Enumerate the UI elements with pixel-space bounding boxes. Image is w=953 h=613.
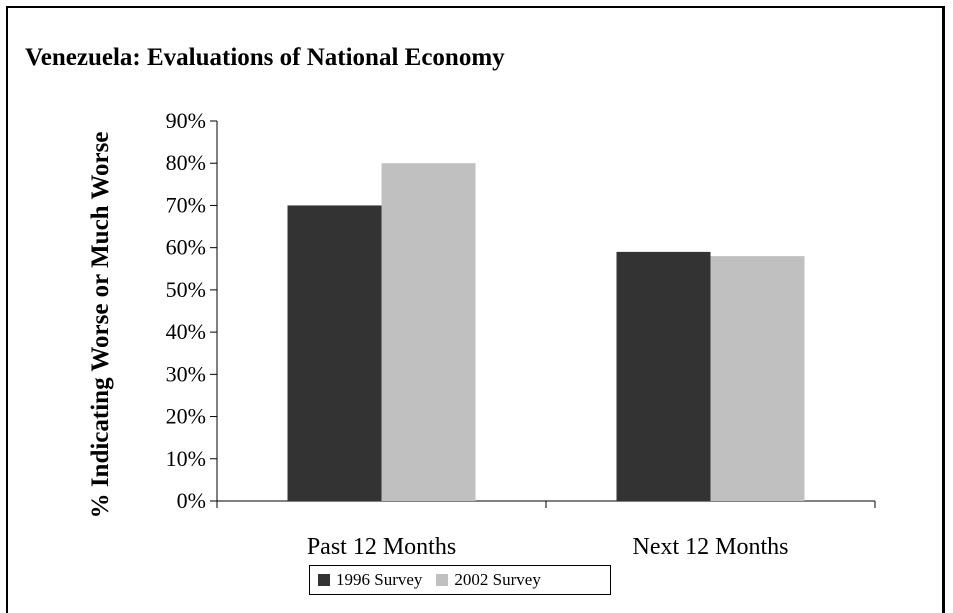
y-tick-label: 30% bbox=[166, 361, 206, 386]
legend-label-2002: 2002 Survey bbox=[454, 570, 541, 589]
bar-2002-survey-next-12-months bbox=[710, 256, 805, 501]
legend-item-2002: 2002 Survey bbox=[436, 570, 541, 590]
bar-2002-survey-past-12-months bbox=[381, 163, 476, 501]
chart-title: Venezuela: Evaluations of National Econo… bbox=[25, 44, 505, 71]
y-tick-label: 90% bbox=[166, 108, 206, 133]
legend: 1996 Survey 2002 Survey bbox=[309, 565, 611, 595]
x-category-label: Past 12 Months bbox=[307, 534, 456, 560]
y-tick-label: 70% bbox=[166, 192, 206, 217]
y-tick-label: 0% bbox=[177, 488, 206, 513]
bar-1996-survey-next-12-months bbox=[616, 251, 711, 501]
legend-item-1996: 1996 Survey bbox=[318, 570, 422, 590]
y-tick-label: 80% bbox=[166, 150, 206, 175]
y-tick-label: 40% bbox=[166, 319, 206, 344]
y-axis-title: % Indicating Worse or Much Worse bbox=[87, 132, 114, 519]
y-tick-label: 10% bbox=[166, 446, 206, 471]
bar-1996-survey-past-12-months bbox=[287, 205, 382, 501]
y-tick-label: 50% bbox=[166, 277, 206, 302]
legend-swatch-2002 bbox=[436, 574, 449, 586]
x-category-label: Next 12 Months bbox=[633, 534, 789, 560]
legend-label-1996: 1996 Survey bbox=[336, 570, 423, 589]
y-tick-label: 20% bbox=[166, 404, 206, 429]
legend-swatch-1996 bbox=[318, 574, 330, 586]
y-tick-label: 60% bbox=[166, 235, 206, 260]
